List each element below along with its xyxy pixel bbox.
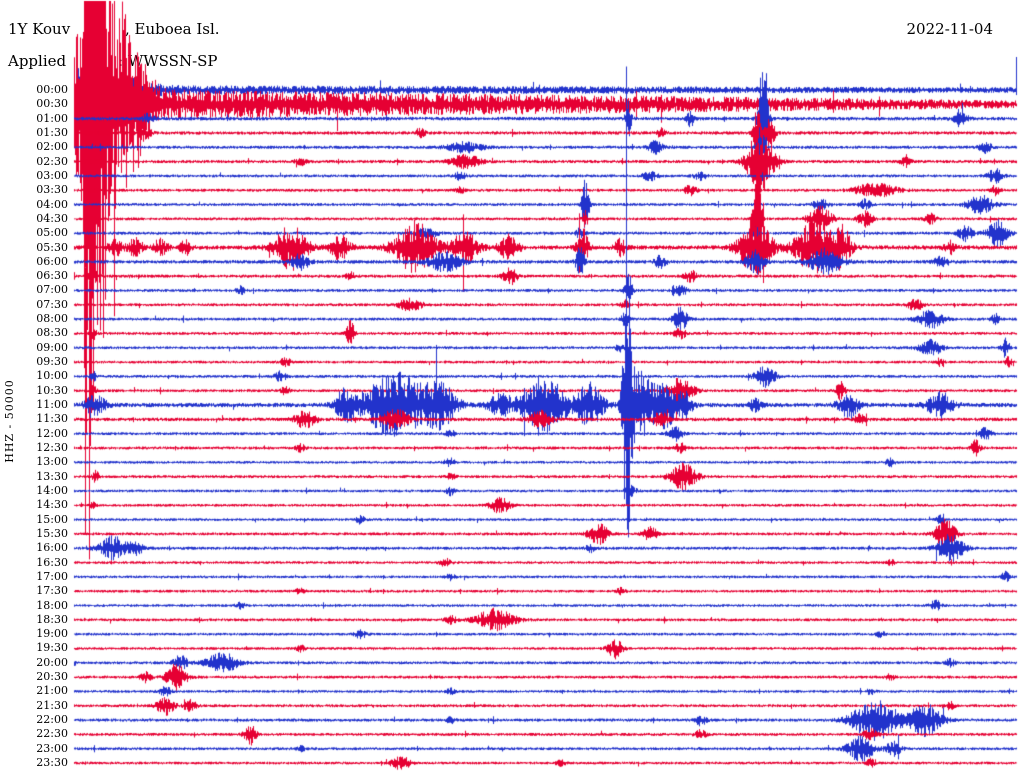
helicorder-viewer: 00:0000:3001:0001:3002:0002:3003:0003:30… [0, 0, 1024, 780]
seismogram-canvas [0, 0, 1024, 780]
